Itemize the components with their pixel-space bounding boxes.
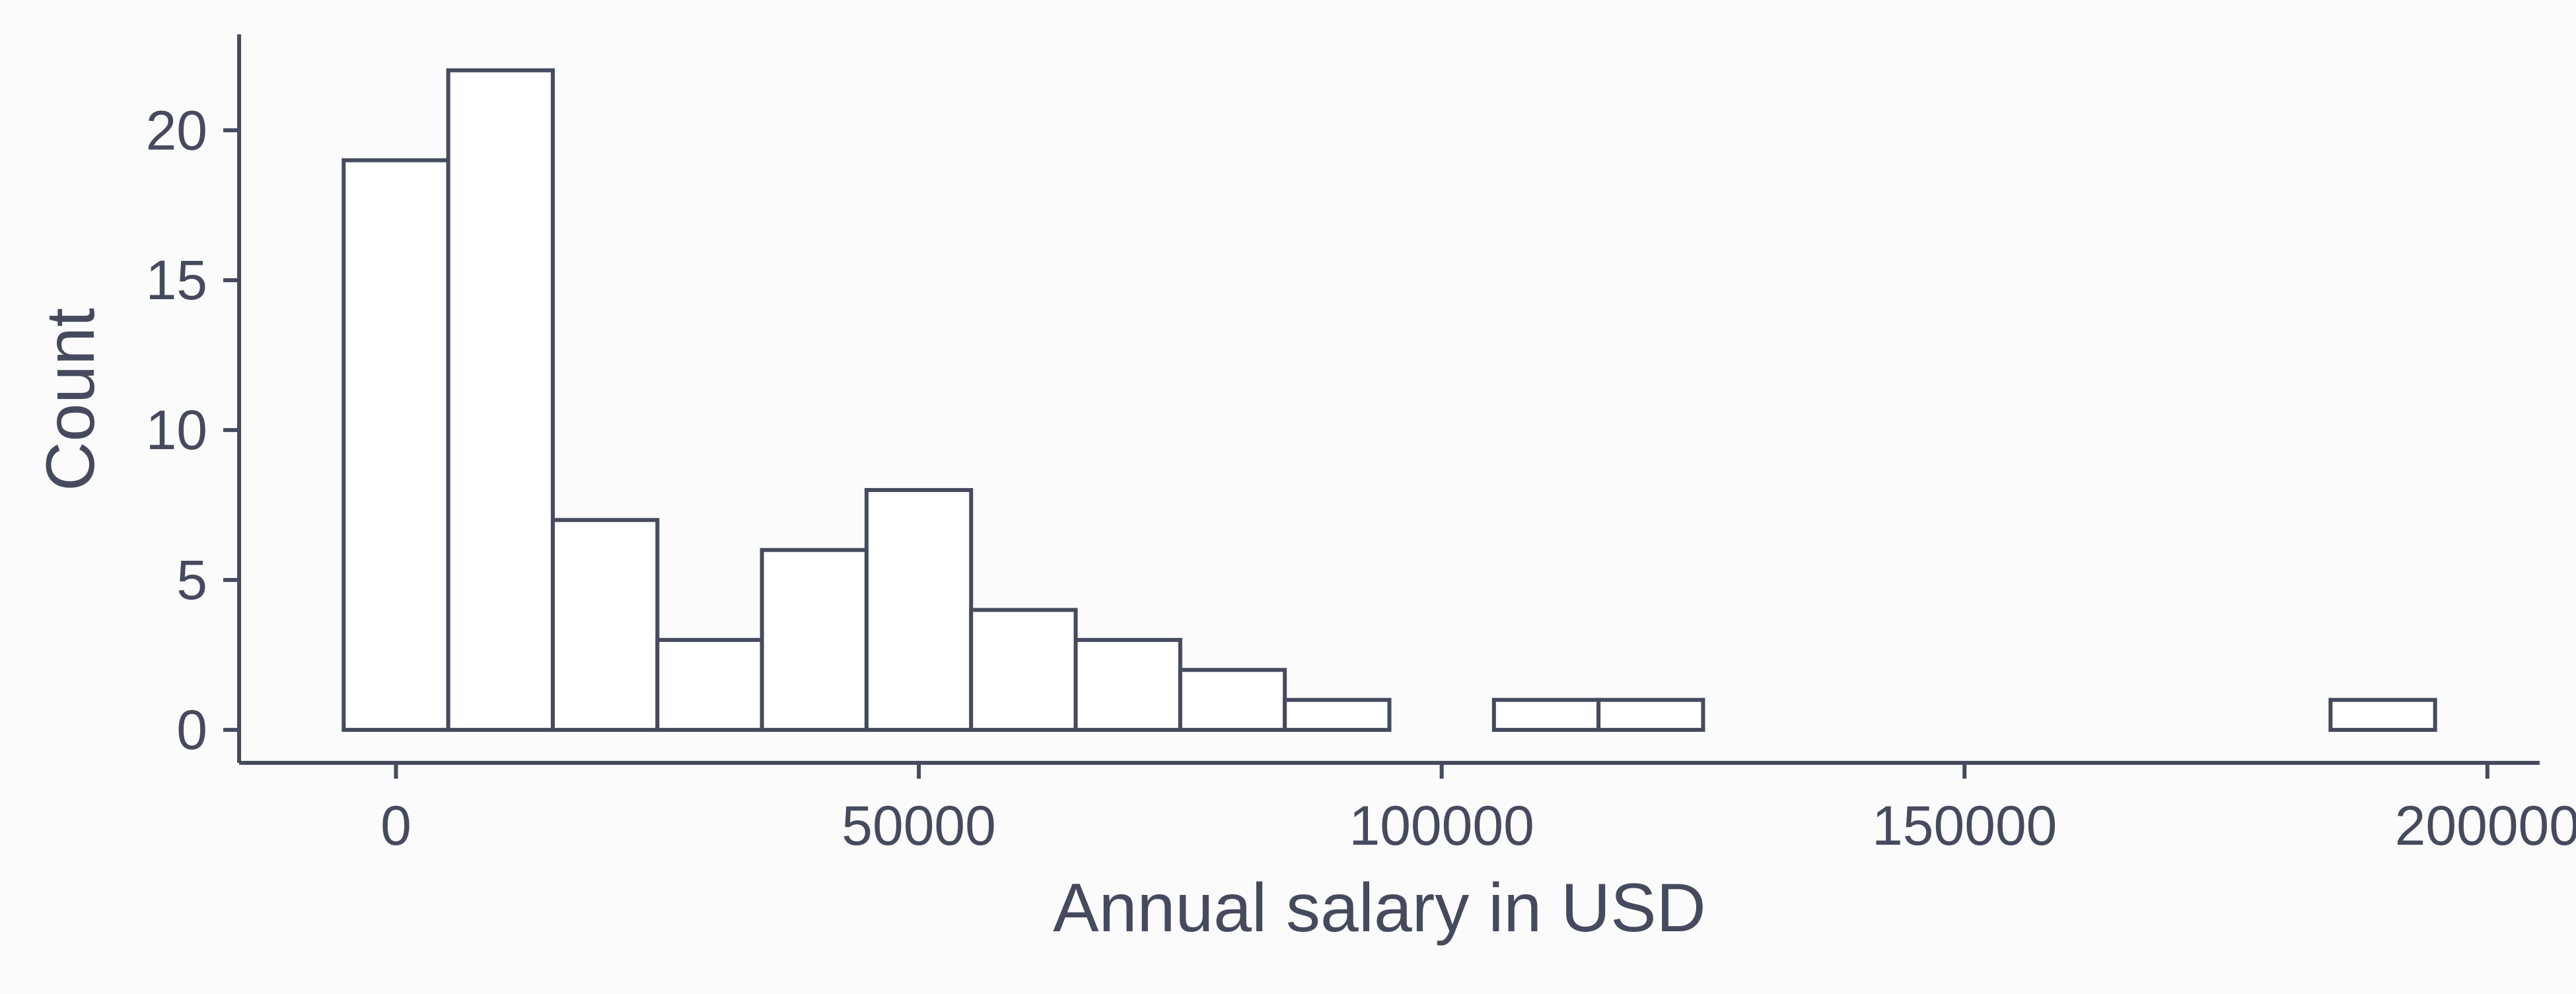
x-axis-label: Annual salary in USD (1053, 870, 1705, 946)
histogram-bar-1 (446, 68, 555, 732)
x-tick-label-3: 150000 (1872, 795, 2057, 857)
y-axis-label: Count (32, 308, 109, 491)
histogram-bar-11 (1491, 697, 1601, 732)
histogram-bar-3 (655, 637, 764, 732)
y-tick-label-3: 15 (146, 249, 207, 311)
histogram-bar-5 (864, 487, 974, 732)
histogram-bar-4 (760, 548, 869, 732)
histogram-bar-9 (1283, 697, 1392, 732)
histogram-bar-7 (1073, 637, 1182, 732)
histogram-bar-6 (969, 608, 1078, 732)
x-ticks: 0 50000 100000 150000 200000 (380, 763, 2576, 857)
histogram-bar-12 (1596, 697, 1705, 732)
y-tick-label-2: 10 (146, 399, 207, 461)
y-tick-label-1: 5 (176, 549, 207, 611)
histogram-bar-8 (1178, 668, 1287, 732)
histogram-bar-0 (341, 158, 450, 732)
x-tick-label-4: 200000 (2395, 795, 2576, 857)
x-tick-label-2: 100000 (1349, 795, 1534, 857)
histogram-bar-2 (550, 518, 660, 732)
histogram-bar-19 (2328, 697, 2437, 732)
y-tick-label-4: 20 (146, 99, 207, 161)
x-tick-label-0: 0 (380, 795, 411, 857)
y-ticks: 0 5 10 15 20 (146, 99, 239, 761)
bars-layer (341, 68, 2437, 732)
x-tick-label-1: 50000 (841, 795, 996, 857)
y-tick-label-0: 0 (176, 699, 207, 761)
